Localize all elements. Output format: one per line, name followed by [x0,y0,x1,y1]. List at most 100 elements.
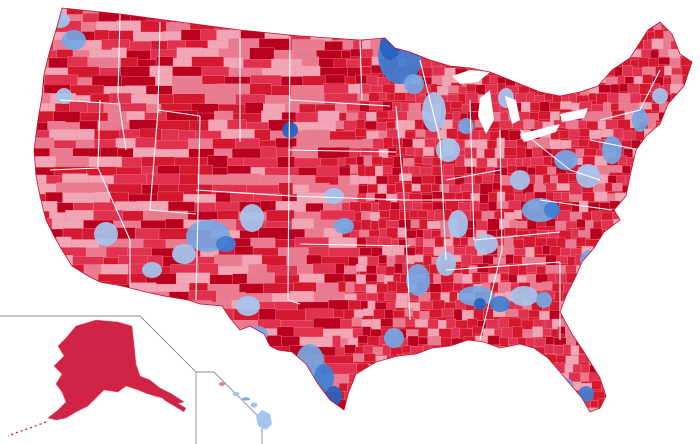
county-cell [370,391,384,401]
county-cell [353,309,364,318]
county-cell [682,210,692,220]
county-cell [619,200,631,209]
county-cell [264,346,290,369]
county-cell [527,31,537,44]
county-cell [611,48,624,57]
county-cell [600,364,610,373]
county-cell [658,301,671,313]
county-cell [440,228,451,238]
county-cell [114,389,147,412]
county-cell [416,11,425,22]
county-cell [34,398,51,412]
county-cell [533,319,546,327]
county-cell [584,283,593,296]
county-cell [353,353,365,362]
county-cell [168,291,190,313]
county-cell [592,263,606,277]
county-cell [365,273,378,283]
county-cell [636,22,646,32]
county-cell [408,407,418,412]
county-cell [597,120,606,130]
county-cell [600,299,613,309]
county-cell [266,381,287,402]
county-cell [487,335,500,345]
state-border-line [395,105,411,321]
county-cell [445,8,459,13]
county-cell [419,353,433,363]
county-cell [609,310,622,322]
county-cell [519,8,528,16]
county-cell [169,356,204,371]
county-cell [682,146,691,155]
county-cell [641,291,654,303]
county-cell [423,238,435,248]
county-cell [455,418,465,429]
county-cell [516,275,527,283]
county-cell [407,335,419,347]
county-cell [432,191,444,199]
county-cell [629,21,637,30]
county-cell [583,148,597,156]
county-cell [439,21,448,32]
county-cell [351,317,362,327]
county-cell [659,165,673,177]
county-cell [34,255,57,272]
county-cell [453,308,463,321]
county-cell [552,30,563,39]
county-cell [431,183,441,192]
county-cell [627,8,641,13]
county-cell [504,237,514,246]
county-cell [591,380,602,390]
county-cell [624,328,634,337]
county-cell [663,39,671,51]
county-cell [463,356,477,366]
county-cell [655,122,669,135]
county-cell [448,47,457,58]
county-cell [366,193,375,202]
county-cell [350,400,358,411]
county-cell [416,391,426,400]
democratic-county-cluster [578,386,594,402]
county-cell [522,12,532,25]
county-cell [426,363,439,374]
county-cell [231,328,261,347]
county-cell [407,401,419,410]
county-cell [592,8,605,13]
county-cell [522,419,535,427]
county-cell [500,112,509,122]
county-cell [407,353,420,364]
county-cell [563,67,572,77]
county-cell [266,210,295,223]
county-cell [621,383,634,394]
county-cell [657,318,669,328]
county-cell [649,353,661,366]
county-cell [138,291,170,312]
county-cell [522,49,531,60]
county-cell [497,29,508,38]
county-cell [555,419,564,426]
county-cell [196,381,219,409]
county-cell [585,317,597,326]
county-cell [517,337,527,350]
county-cell [617,239,626,247]
county-cell [678,265,691,277]
county-cell [603,282,613,292]
county-cell [411,183,421,192]
county-cell [695,319,700,331]
democratic-county-cluster [334,218,354,234]
county-cell [505,408,518,412]
county-cell [597,337,605,347]
county-cell [577,13,590,26]
county-cell [648,320,658,330]
county-cell [521,345,534,354]
county-cell [392,310,405,318]
county-cell [451,56,462,66]
county-cell [357,111,367,121]
county-cell [512,12,524,23]
county-cell [377,292,386,302]
county-cell [525,246,535,259]
county-cell [635,337,648,346]
county-cell [34,237,57,262]
county-cell [504,147,517,157]
county-cell [376,23,386,34]
